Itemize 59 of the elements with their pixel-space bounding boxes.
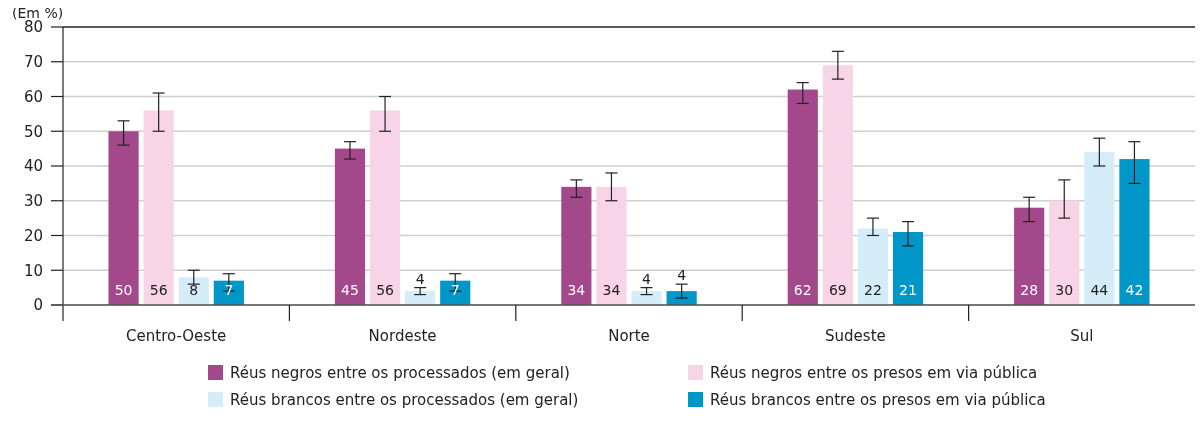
bar — [178, 277, 209, 305]
data-label: 7 — [450, 282, 460, 298]
data-label: 62 — [793, 282, 812, 298]
bar — [369, 110, 401, 305]
data-label: 45 — [341, 282, 359, 298]
bar — [440, 280, 471, 305]
bar — [143, 110, 174, 305]
data-label: 42 — [1125, 282, 1144, 298]
data-label: 56 — [376, 282, 395, 298]
bar — [787, 89, 818, 305]
y-tick-label: 60 — [23, 87, 43, 106]
x-tick-label: Sudeste — [825, 327, 886, 345]
data-label: 22 — [864, 282, 882, 298]
bar — [1084, 152, 1115, 305]
bar — [405, 291, 436, 305]
legend-label: Réus brancos entre os presos em via pública — [710, 391, 1046, 410]
data-label: 7 — [224, 282, 234, 298]
x-tick-label: Sul — [1070, 327, 1094, 345]
bar — [857, 228, 889, 305]
data-label: 4 — [415, 270, 425, 287]
bar — [1014, 207, 1045, 305]
legend-label: Réus negros entre os presos em via pública — [710, 364, 1038, 383]
legend-label: Réus brancos entre os processados (em geral) — [230, 391, 579, 410]
bar — [596, 186, 627, 305]
x-tick-label: Norte — [608, 327, 650, 345]
bar — [1119, 159, 1150, 305]
y-axis-title: (Em %) — [12, 5, 64, 21]
bar — [1049, 200, 1080, 305]
data-label: 34 — [602, 282, 621, 298]
data-label: 4 — [677, 267, 687, 284]
bar — [892, 232, 924, 305]
x-tick-label: Centro-Oeste — [126, 327, 227, 345]
data-label: 30 — [1055, 282, 1074, 298]
data-label: 8 — [189, 282, 199, 298]
data-label: 56 — [149, 282, 168, 298]
y-tick-label: 80 — [23, 18, 43, 37]
legend-label: Réus negros entre os processados (em geral) — [230, 364, 570, 383]
data-label: 44 — [1090, 282, 1109, 298]
bar — [213, 280, 244, 305]
data-label: 28 — [1020, 282, 1039, 298]
y-tick-label: 10 — [23, 261, 43, 280]
bar — [822, 65, 853, 305]
y-tick-label: 0 — [33, 296, 43, 315]
data-label: 4 — [642, 270, 652, 287]
y-tick-label: 70 — [23, 53, 43, 71]
y-tick-label: 30 — [23, 192, 43, 210]
y-tick-label: 50 — [23, 122, 43, 141]
data-label: 69 — [828, 282, 847, 298]
x-tick-label: Nordeste — [368, 327, 437, 345]
bar — [334, 148, 366, 305]
data-label: 34 — [567, 282, 586, 298]
y-tick-label: 40 — [23, 157, 43, 176]
data-label: 50 — [114, 282, 133, 298]
bar — [561, 186, 592, 305]
y-tick-label: 20 — [23, 226, 43, 245]
bar — [631, 291, 662, 305]
bar — [108, 131, 139, 305]
bar — [666, 291, 697, 305]
data-label: 21 — [899, 282, 917, 298]
